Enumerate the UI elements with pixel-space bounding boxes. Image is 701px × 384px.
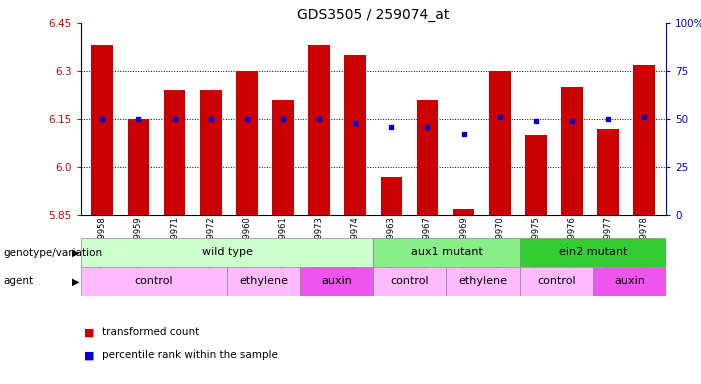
Text: genotype/variation: genotype/variation <box>4 248 102 258</box>
Bar <box>416 100 438 215</box>
Text: ▶: ▶ <box>72 276 79 286</box>
Bar <box>453 209 475 215</box>
Text: control: control <box>135 276 173 286</box>
Bar <box>164 90 185 215</box>
Bar <box>227 267 300 296</box>
Bar <box>272 100 294 215</box>
Bar <box>81 267 227 296</box>
Bar <box>447 267 519 296</box>
Text: wild type: wild type <box>201 247 252 258</box>
Text: aux1 mutant: aux1 mutant <box>411 247 482 258</box>
Text: ethylene: ethylene <box>239 276 288 286</box>
Bar <box>519 267 593 296</box>
Text: agent: agent <box>4 276 34 286</box>
Bar <box>300 267 373 296</box>
Text: ethylene: ethylene <box>458 276 508 286</box>
Bar <box>634 65 655 215</box>
Text: transformed count: transformed count <box>102 327 199 337</box>
Bar <box>344 55 366 215</box>
Text: ■: ■ <box>84 350 95 360</box>
Text: ■: ■ <box>84 327 95 337</box>
Title: GDS3505 / 259074_at: GDS3505 / 259074_at <box>297 8 449 22</box>
Bar <box>562 87 583 215</box>
Text: ▶: ▶ <box>72 248 79 258</box>
Bar <box>373 238 519 267</box>
Bar <box>489 71 510 215</box>
Bar <box>236 71 258 215</box>
Bar <box>597 129 619 215</box>
Text: auxin: auxin <box>321 276 352 286</box>
Bar <box>81 238 373 267</box>
Bar <box>381 177 402 215</box>
Text: control: control <box>390 276 429 286</box>
Bar <box>128 119 149 215</box>
Bar <box>308 45 330 215</box>
Bar <box>91 45 113 215</box>
Text: percentile rank within the sample: percentile rank within the sample <box>102 350 278 360</box>
Bar <box>373 267 447 296</box>
Bar <box>593 267 666 296</box>
Bar <box>525 135 547 215</box>
Bar <box>200 90 222 215</box>
Text: control: control <box>537 276 576 286</box>
Bar <box>519 238 666 267</box>
Text: ein2 mutant: ein2 mutant <box>559 247 627 258</box>
Text: auxin: auxin <box>614 276 645 286</box>
